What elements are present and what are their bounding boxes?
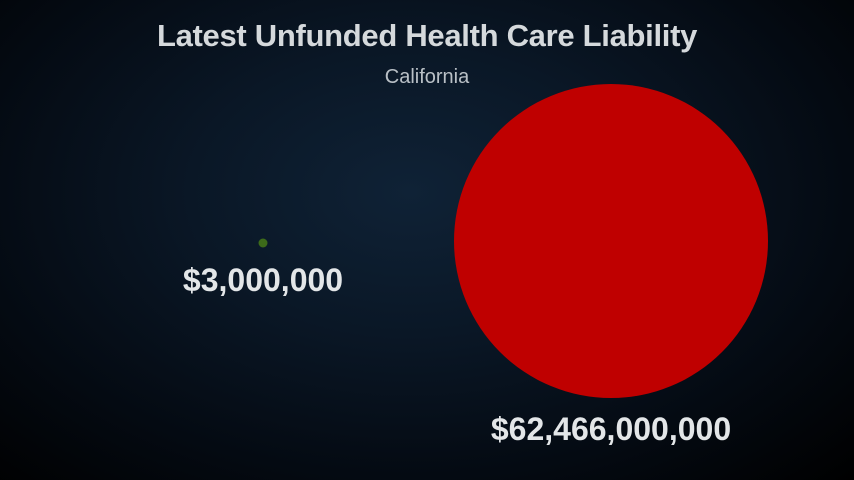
chart-title: Latest Unfunded Health Care Liability (156, 18, 698, 53)
bubble-2 (454, 84, 768, 398)
value-label-2: $62,466,000,000 (491, 411, 731, 447)
bubble-1 (258, 238, 268, 248)
chart-subtitle: California (384, 66, 470, 88)
value-label-1: $3,000,000 (183, 262, 343, 298)
